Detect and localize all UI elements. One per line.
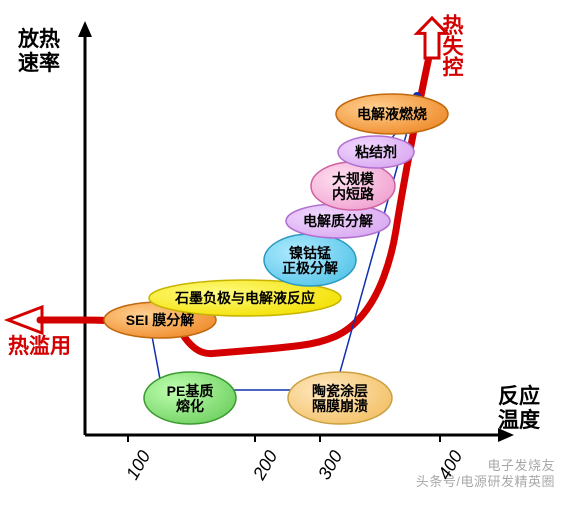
- svg-text:粘结剂: 粘结剂: [355, 144, 397, 160]
- watermark-line2: 头条号/电源研发精英圈: [416, 471, 555, 490]
- svg-text:电解质分解: 电解质分解: [303, 213, 373, 229]
- svg-text:陶瓷涂层隔膜崩溃: 陶瓷涂层隔膜崩溃: [312, 383, 368, 414]
- svg-text:镍钴锰正极分解: 镍钴锰正极分解: [282, 245, 338, 276]
- svg-text:石墨负极与电解液反应: 石墨负极与电解液反应: [174, 290, 315, 306]
- diagram-stage: 放热 速率 反应 温度 热滥用 热失控 PE基质熔化SEI 膜分解石墨负极与电解…: [0, 0, 565, 508]
- svg-text:电解液燃烧: 电解液燃烧: [357, 106, 427, 122]
- svg-text:大规模内短路: 大规模内短路: [332, 171, 375, 202]
- svg-layer: PE基质熔化SEI 膜分解石墨负极与电解液反应镍钴锰正极分解电解质分解大规模内短…: [0, 0, 565, 508]
- svg-text:SEI 膜分解: SEI 膜分解: [126, 312, 194, 328]
